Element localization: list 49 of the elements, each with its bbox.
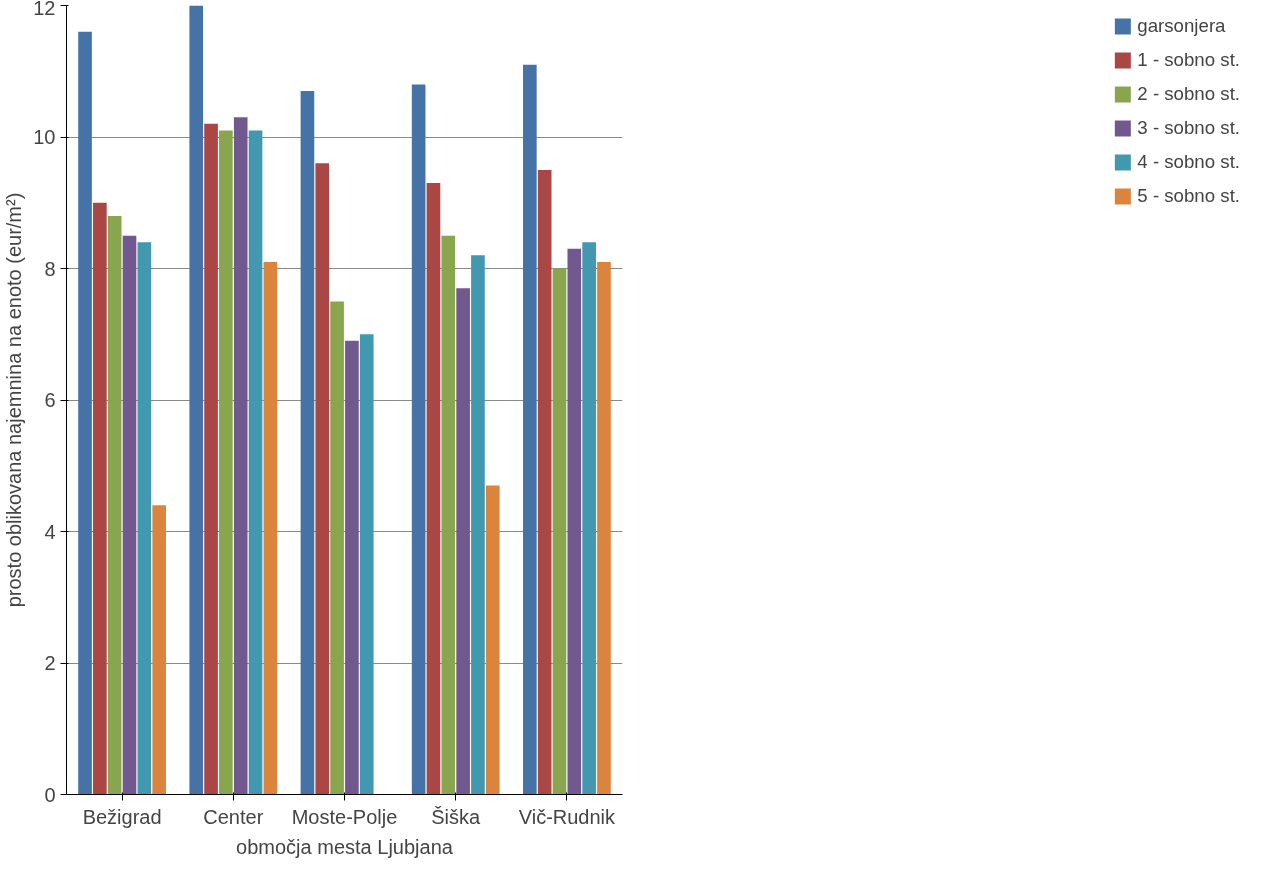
bar (300, 90, 315, 795)
y-tick-label: 0 (44, 783, 56, 806)
legend-label: 2 - sobno st. (1137, 83, 1240, 105)
legend-label: 5 - sobno st. (1137, 185, 1240, 207)
x-tick-label: Bežigrad (82, 805, 162, 828)
y-tick-label: 10 (33, 126, 56, 148)
y-tick-label: 8 (44, 257, 56, 280)
y-tick-label: 4 (44, 520, 56, 543)
legend-label: 4 - sobno st. (1137, 151, 1240, 173)
y-axis-title: prosto oblikovana najemnina na enoto (eur/m²) (3, 192, 26, 608)
bar (219, 130, 233, 795)
y-tick-label: 2 (44, 652, 56, 674)
bar (597, 261, 611, 795)
bar (485, 485, 500, 795)
bar (330, 301, 344, 795)
bar (345, 340, 359, 795)
bar (441, 235, 456, 795)
bar (107, 215, 122, 795)
bar (122, 235, 137, 795)
legend-label: 3 - sobno st. (1137, 117, 1240, 139)
bar (137, 242, 152, 795)
bar (315, 163, 330, 795)
bar (567, 248, 582, 795)
y-tick-label: 6 (44, 389, 56, 411)
bar (537, 169, 552, 795)
x-axis-title: območja mesta Ljubjana (236, 835, 454, 858)
bar (523, 64, 537, 795)
x-tick-label: Šiška (431, 805, 482, 828)
bar (552, 268, 567, 795)
bar (263, 261, 278, 795)
x-tick-label: Vič-Rudnik (518, 805, 617, 828)
legend-label: garsonjera (1137, 15, 1226, 37)
legend-label: 1 - sobno st. (1137, 49, 1240, 71)
bar (456, 288, 470, 795)
bar (204, 123, 218, 795)
bar (233, 117, 248, 795)
x-tick-label: Center (203, 805, 264, 828)
bar (471, 255, 485, 795)
bar (411, 84, 426, 795)
bar (248, 130, 263, 795)
x-tick-label: Moste-Polje (291, 805, 398, 828)
bar (152, 505, 166, 795)
bar (582, 242, 596, 795)
bar (189, 5, 204, 795)
bar (78, 31, 92, 795)
bar (426, 183, 441, 795)
bar (359, 334, 374, 795)
bar (93, 202, 107, 795)
y-tick-label: 12 (33, 0, 56, 19)
